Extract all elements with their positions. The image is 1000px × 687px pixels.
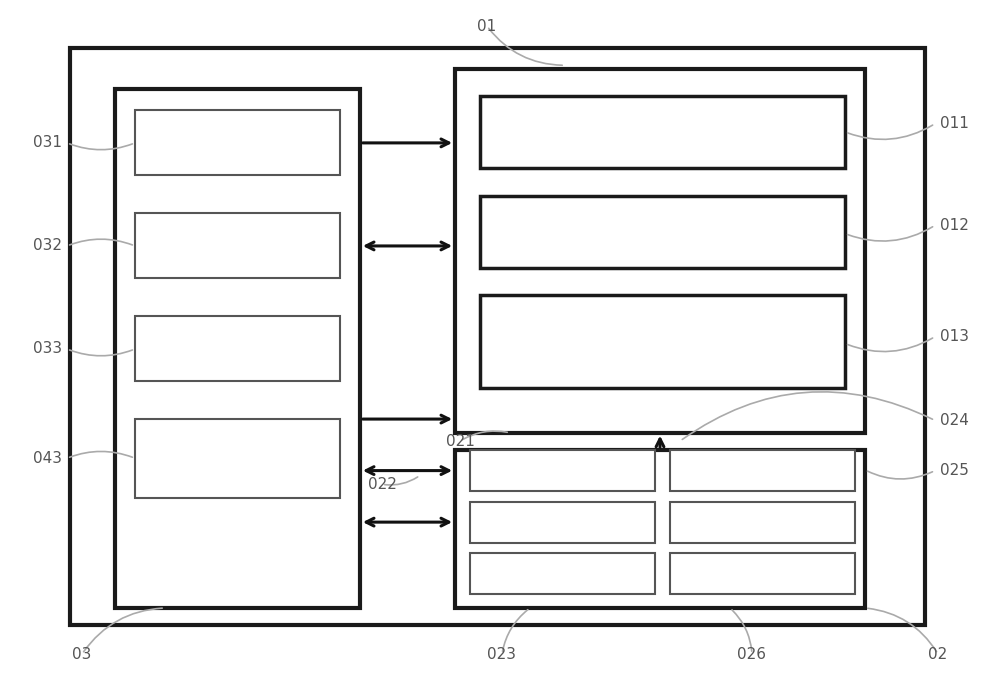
Bar [115,89,360,608]
Text: 03: 03 [72,646,92,662]
Bar [135,213,340,278]
Bar [455,450,865,608]
Bar [455,69,865,433]
Bar [470,553,655,594]
Text: 013: 013 [940,329,969,344]
Bar [480,295,845,388]
Text: 022: 022 [368,477,396,492]
Text: 032: 032 [33,238,62,254]
Text: 023: 023 [488,646,516,662]
Bar [480,196,845,268]
Bar [470,502,655,543]
Bar [670,450,855,491]
Bar [480,96,845,168]
Text: 011: 011 [940,116,969,131]
Bar [470,450,655,491]
Bar [70,48,925,625]
Bar [135,316,340,381]
Text: 024: 024 [940,413,969,428]
Text: 025: 025 [940,463,969,478]
Text: 01: 01 [477,19,497,34]
Text: 026: 026 [738,646,767,662]
Bar [670,502,855,543]
Bar [135,110,340,175]
Bar [135,419,340,498]
Text: 02: 02 [928,646,948,662]
Text: 033: 033 [33,341,62,357]
Text: 043: 043 [33,451,62,466]
Text: 031: 031 [33,135,62,150]
Text: 021: 021 [446,433,474,449]
Text: 012: 012 [940,218,969,233]
Bar [670,553,855,594]
